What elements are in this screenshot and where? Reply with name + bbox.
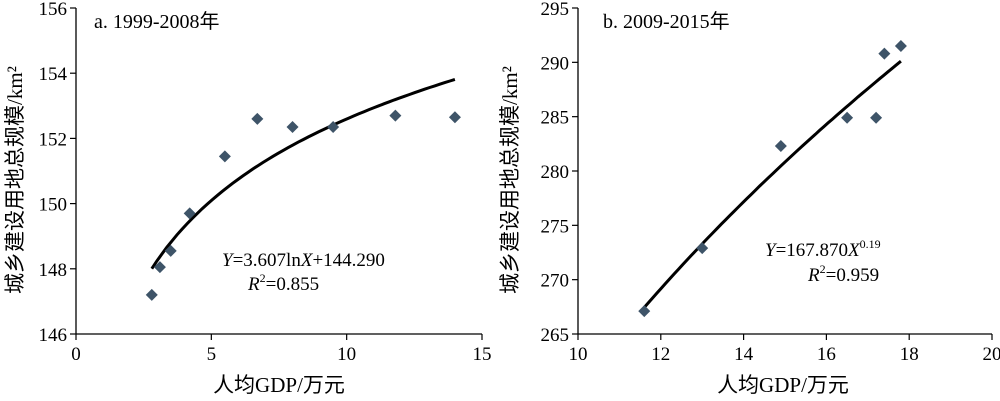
panel-b-x-tick-label: 20 — [983, 344, 1000, 365]
panel-b-y-tick-label: 265 — [541, 325, 570, 346]
panel-a-data-point — [218, 150, 231, 163]
panel-b-x-ticks: 10 12 14 16 18 20 — [569, 334, 1000, 365]
panel-a-y-tick-label: 152 — [39, 129, 68, 150]
panel-b-y-tick-label: 270 — [541, 271, 570, 292]
panel-a-equation-var: X — [300, 250, 314, 271]
panel-b-data-point — [774, 140, 787, 153]
panel-a-trendline — [150, 77, 456, 270]
panel-a-equation-rhs: =3.607ln — [233, 250, 302, 271]
panel-b-data-point — [894, 40, 907, 53]
panel-a-y-tick-label: 146 — [39, 325, 68, 346]
panel-a-r2-sup: 2 — [260, 271, 266, 285]
panel-b-data-point — [841, 111, 854, 124]
panel-b-y-tick-label: 285 — [541, 108, 570, 129]
panel-b-x-tick-label: 10 — [569, 344, 588, 365]
panel-b-title: b. 2009-2015年 — [603, 10, 730, 33]
panel-b-equation-rhs: =167.870 — [776, 240, 848, 261]
panel-b-equation-lhs: Y — [765, 240, 778, 261]
panel-b-data-point — [878, 47, 891, 60]
panel-a-title: a. 1999-2008年 — [94, 10, 220, 33]
panel-b-data-point — [870, 111, 883, 124]
panel-a-data-point — [389, 109, 402, 122]
panel-a-data-point — [448, 111, 461, 124]
panel-b-equation-exp: 0.19 — [860, 237, 881, 251]
panel-b-x-tick-label: 18 — [900, 344, 919, 365]
panel-a-r2-sym: R — [247, 274, 260, 295]
panel-a-data-point — [183, 207, 196, 220]
panel-b-data-point — [638, 305, 651, 318]
panel-b-points — [638, 40, 907, 318]
panel-a-data-point — [153, 261, 166, 274]
panel-a-x-tick-label: 10 — [337, 344, 356, 365]
panel-b-x-tick-label: 16 — [817, 344, 836, 365]
panel-a-equation-tail: +144.290 — [312, 250, 384, 271]
panel-a-y-ticks: 146 148 150 152 154 156 — [39, 0, 76, 346]
panel-b-r2-sup: 2 — [820, 262, 826, 276]
panel-a-data-point — [145, 288, 158, 301]
panel-a-equation-lhs: Y — [222, 250, 235, 271]
panel-a-x-tick-label: 15 — [473, 344, 492, 365]
panel-b-y-tick-label: 275 — [541, 216, 570, 237]
panel-b-y-label: 城乡建设用地总规模/km² — [498, 66, 522, 294]
panel-b-x-tick-label: 14 — [734, 344, 754, 365]
panel-b: 265 270 275 280 285 290 295 10 12 14 16 18 20 b. 20… — [498, 0, 1000, 397]
panel-b-data-point — [696, 242, 709, 255]
panel-b-equation-var: X — [847, 240, 861, 261]
panel-a-points — [145, 109, 461, 301]
panel-b-trendline — [643, 60, 902, 309]
panel-a-y-tick-label: 148 — [39, 260, 68, 281]
panel-a-data-point — [286, 120, 299, 133]
panel-b-y-tick-label: 290 — [541, 53, 570, 74]
panel-b-r2-sym: R — [807, 265, 820, 286]
panel-b-r2-val: =0.959 — [826, 265, 879, 286]
panel-a-x-ticks: 0 5 10 15 — [71, 334, 492, 365]
panel-a-y-tick-label: 154 — [39, 64, 68, 85]
panel-a-data-point — [251, 112, 264, 125]
panel-b-y-tick-label: 280 — [541, 162, 570, 183]
panel-a-r2-val: =0.855 — [266, 274, 319, 295]
panel-a-x-label: 人均GDP/万元 — [213, 373, 345, 397]
panel-a-y-label: 城乡建设用地总规模/km² — [3, 66, 27, 294]
panel-a-y-tick-label: 150 — [39, 195, 68, 216]
panel-b-x-tick-label: 12 — [651, 344, 670, 365]
panel-b-y-tick-label: 295 — [541, 0, 570, 20]
panel-b-r2: R2=0.959 — [807, 262, 879, 286]
panel-a-x-tick-label: 5 — [207, 344, 217, 365]
panel-b-y-ticks: 265 270 275 280 285 290 295 — [541, 0, 578, 346]
panel-a-data-point — [327, 120, 340, 133]
panel-a-r2: R2=0.855 — [247, 271, 319, 295]
panel-a-data-point — [164, 244, 177, 257]
panel-a-x-tick-label: 0 — [71, 344, 81, 365]
panel-a-equation: Y=3.607lnX+144.290 — [222, 250, 385, 271]
panel-b-equation: Y=167.870X0.19 — [765, 237, 881, 261]
panel-b-x-label: 人均GDP/万元 — [717, 373, 849, 397]
panel-a-y-tick-label: 156 — [39, 0, 68, 20]
